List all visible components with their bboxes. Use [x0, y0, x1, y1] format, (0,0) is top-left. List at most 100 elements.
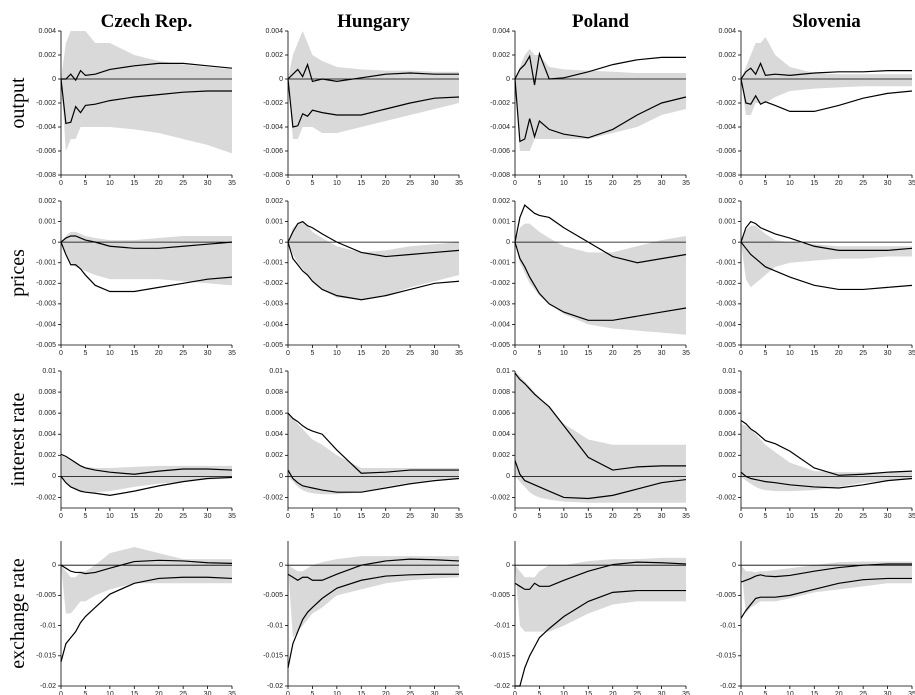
y-tick-label: -0.02 [40, 683, 56, 690]
x-tick-label: 10 [106, 350, 114, 357]
response-line [514, 372, 686, 471]
y-tick-label: 0 [52, 239, 56, 246]
x-tick-label: 35 [228, 691, 236, 695]
x-tick-label: 25 [179, 691, 187, 695]
response-line [287, 241, 460, 301]
y-tick-label: -0.008 [716, 172, 736, 179]
response-line [60, 453, 233, 475]
x-tick-label: 35 [455, 350, 463, 357]
x-tick-label: 30 [658, 180, 666, 187]
x-tick-label: 10 [333, 513, 341, 520]
x-tick-label: 35 [682, 691, 690, 695]
y-tick-label: 0 [279, 239, 283, 246]
y-tick-label: 0 [732, 76, 736, 83]
y-tick-label: 0.002 [265, 52, 283, 59]
x-tick-label: 15 [130, 513, 138, 520]
y-tick-label: 0.001 [718, 218, 736, 225]
y-tick-label: -0.001 [716, 260, 736, 267]
response-line [60, 476, 233, 496]
response-line [287, 558, 460, 581]
response-line [514, 51, 686, 86]
y-tick-label: -0.015 [716, 653, 736, 660]
x-tick-label: 25 [633, 691, 641, 695]
x-tick-label: 30 [431, 350, 439, 357]
row-label: prices [7, 249, 29, 297]
y-tick-label: 0 [52, 562, 56, 569]
y-tick-label: -0.002 [263, 494, 283, 501]
y-tick-label: 0.004 [38, 28, 56, 35]
confidence-band [515, 223, 686, 335]
y-tick-label: 0.002 [718, 52, 736, 59]
x-tick-label: 0 [286, 691, 290, 695]
y-tick-label: -0.002 [716, 280, 736, 287]
y-tick-label: 0.01 [722, 368, 736, 375]
x-tick-label: 0 [513, 350, 517, 357]
x-tick-label: 15 [357, 180, 365, 187]
y-tick-label: -0.004 [716, 321, 736, 328]
x-tick-label: 15 [130, 350, 138, 357]
x-tick-label: 10 [106, 691, 114, 695]
x-tick-label: 25 [179, 350, 187, 357]
x-tick-label: 25 [859, 513, 867, 520]
y-tick-label: -0.008 [263, 172, 283, 179]
y-tick-label: -0.02 [494, 683, 510, 690]
y-tick-label: -0.002 [263, 280, 283, 287]
y-tick-label: -0.006 [36, 148, 56, 155]
x-tick-label: 5 [763, 180, 767, 187]
response-line [740, 420, 913, 476]
x-tick-label: 0 [59, 350, 63, 357]
x-tick-label: 20 [835, 180, 843, 187]
x-tick-label: 0 [513, 513, 517, 520]
y-tick-label: 0.001 [38, 218, 56, 225]
x-tick-label: 35 [682, 513, 690, 520]
x-tick-label: 15 [130, 691, 138, 695]
y-tick-label: 0 [52, 473, 56, 480]
y-tick-label: -0.005 [36, 592, 56, 599]
y-tick-label: -0.015 [36, 653, 56, 660]
response-line [287, 62, 459, 83]
x-tick-label: 0 [739, 691, 743, 695]
y-tick-label: 0.002 [265, 452, 283, 459]
x-tick-label: 20 [382, 513, 390, 520]
y-tick-label: -0.005 [716, 342, 736, 349]
response-line [740, 471, 913, 489]
x-tick-label: 30 [658, 691, 666, 695]
x-tick-label: 25 [179, 513, 187, 520]
confidence-band [288, 556, 459, 638]
y-tick-label: -0.002 [716, 100, 736, 107]
column-title: Poland [572, 11, 629, 32]
y-tick-label: 0.004 [265, 431, 283, 438]
x-tick-label: 30 [204, 513, 212, 520]
y-tick-label: 0.006 [265, 410, 283, 417]
y-tick-label: 0.004 [265, 28, 283, 35]
response-line [287, 573, 459, 668]
confidence-band [741, 37, 912, 115]
x-tick-label: 20 [835, 513, 843, 520]
x-tick-label: 5 [537, 350, 541, 357]
y-tick-label: 0.01 [496, 368, 510, 375]
y-tick-label: -0.004 [490, 321, 510, 328]
y-tick-label: -0.004 [36, 321, 56, 328]
x-tick-label: 15 [357, 350, 365, 357]
x-tick-label: 25 [406, 180, 414, 187]
response-line [60, 78, 232, 125]
y-tick-label: -0.008 [490, 172, 510, 179]
y-tick-label: 0 [279, 76, 283, 83]
x-tick-label: 10 [333, 691, 341, 695]
y-tick-label: 0.008 [492, 389, 510, 396]
y-tick-label: 0.001 [492, 218, 510, 225]
x-tick-label: 15 [357, 691, 365, 695]
y-tick-label: -0.002 [36, 494, 56, 501]
y-tick-label: 0.002 [38, 198, 56, 205]
x-tick-label: 10 [560, 513, 568, 520]
x-tick-label: 5 [83, 513, 87, 520]
x-tick-label: 20 [155, 513, 163, 520]
x-tick-label: 20 [155, 350, 163, 357]
x-tick-label: 0 [286, 180, 290, 187]
x-tick-label: 30 [884, 691, 892, 695]
y-tick-label: 0.008 [265, 389, 283, 396]
y-tick-label: 0.004 [38, 431, 56, 438]
x-tick-label: 5 [310, 513, 314, 520]
response-line [514, 204, 687, 264]
